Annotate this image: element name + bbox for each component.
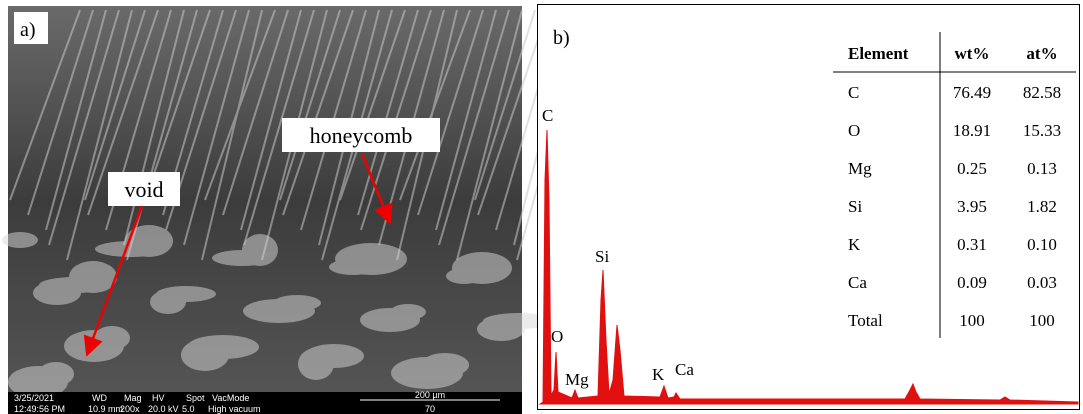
info-header: 3/25/2021: [14, 393, 54, 403]
table-cell: K: [848, 235, 861, 254]
table-cell: 100: [1029, 311, 1055, 330]
figure: a) honeycomb void 3/25/202112:49:56 PM WD…: [0, 0, 1083, 414]
table-cell: 1.82: [1027, 197, 1057, 216]
texture: [304, 344, 364, 368]
table-cell: 76.49: [953, 83, 991, 102]
table-header: Element: [848, 44, 909, 63]
texture: [273, 295, 321, 311]
peak-label: C: [542, 106, 553, 125]
info-value: 20.0 kV: [148, 404, 179, 414]
table-cell: 3.95: [957, 197, 987, 216]
texture: [390, 304, 426, 320]
texture: [2, 232, 38, 248]
table-cell: 100: [959, 311, 985, 330]
info-header: WD: [92, 393, 107, 403]
texture: [242, 234, 278, 266]
info-value: 5.0: [182, 404, 195, 414]
table-header: wt%: [955, 44, 990, 63]
table-cell: 0.13: [1027, 159, 1057, 178]
table-header: at%: [1026, 44, 1057, 63]
info-value: 10.9 mm: [88, 404, 123, 414]
table-cell: 0.25: [957, 159, 987, 178]
scale-id: 70: [425, 404, 435, 414]
info-value: High vacuum: [208, 404, 261, 414]
table-cell: 15.33: [1023, 121, 1061, 140]
info-header: HV: [152, 393, 165, 403]
info-header: Spot: [186, 393, 205, 403]
texture: [38, 362, 74, 386]
peak-label: Si: [595, 247, 609, 266]
table-cell: 0.09: [957, 273, 987, 292]
table-cell: 0.03: [1027, 273, 1057, 292]
peak-label: Ca: [675, 360, 694, 379]
table-cell: 82.58: [1023, 83, 1061, 102]
panel-label: a): [20, 19, 36, 41]
table-cell: O: [848, 121, 860, 140]
table-cell: C: [848, 83, 859, 102]
annotation: honeycomb: [310, 123, 413, 148]
table-cell: 18.91: [953, 121, 991, 140]
table-cell: 0.31: [957, 235, 987, 254]
table-cell: Mg: [848, 159, 872, 178]
texture: [335, 243, 407, 275]
peak-label: K: [652, 365, 665, 384]
info-value: 12:49:56 PM: [14, 404, 65, 414]
texture: [69, 261, 117, 293]
texture: [156, 286, 216, 302]
peak-label: O: [551, 327, 563, 346]
table-cell: Total: [848, 311, 883, 330]
scale-label: 200 µm: [415, 390, 445, 400]
texture: [94, 326, 130, 350]
info-value: 200x: [120, 404, 140, 414]
info-header: VacMode: [212, 393, 249, 403]
peak-label: Mg: [565, 370, 589, 389]
table-cell: 0.10: [1027, 235, 1057, 254]
table-cell: Si: [848, 197, 862, 216]
panel-label: b): [553, 27, 570, 49]
annotation: void: [124, 177, 163, 202]
texture: [421, 353, 469, 377]
texture: [187, 335, 259, 359]
texture: [452, 252, 512, 284]
info-header: Mag: [124, 393, 142, 403]
table-cell: Ca: [848, 273, 867, 292]
